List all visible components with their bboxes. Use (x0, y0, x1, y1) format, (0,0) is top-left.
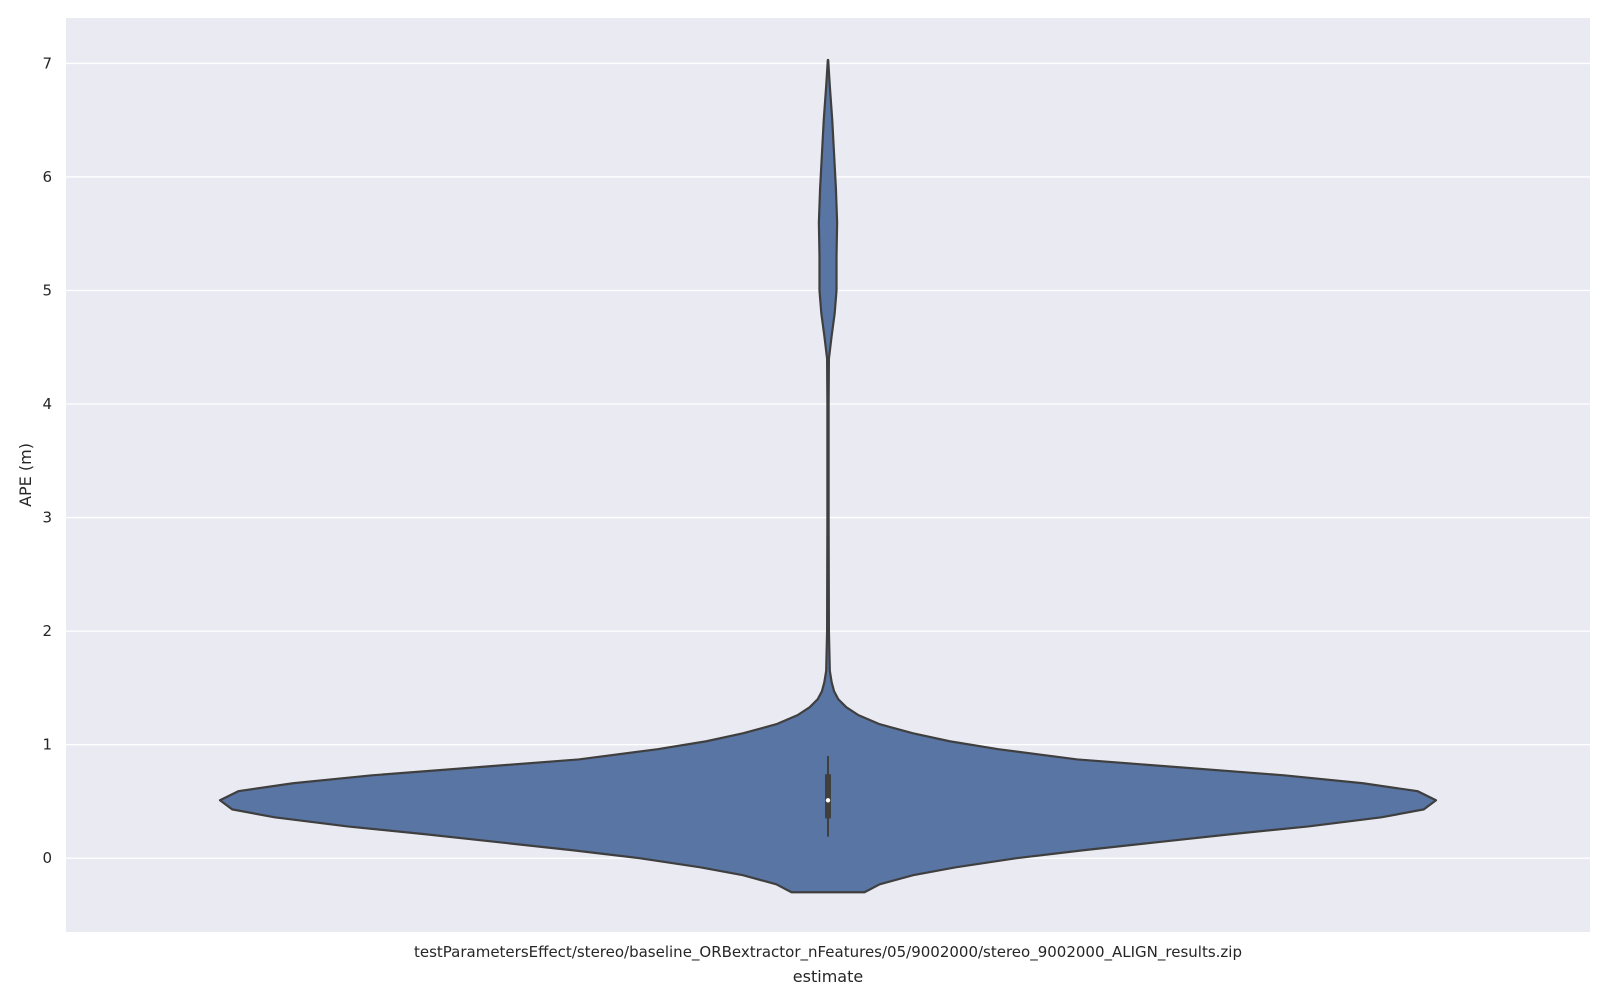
x-axis-label: estimate (793, 967, 863, 986)
violin-box (825, 774, 831, 819)
violin-layer (218, 58, 1438, 894)
y-tick-label: 5 (42, 281, 52, 299)
y-tick-label: 7 (42, 54, 52, 72)
y-tick-label: 3 (42, 509, 52, 527)
y-axis-label: APE (m) (16, 443, 35, 507)
violin-median (825, 798, 831, 803)
y-tick-label: 2 (42, 622, 52, 640)
y-tick-label: 4 (42, 395, 52, 413)
y-tick-label: 1 (42, 736, 52, 754)
x-tick-label: testParametersEffect/stereo/baseline_ORB… (414, 943, 1242, 962)
tick-layer: 0 1 2 3 4 5 6 7 (42, 54, 52, 867)
y-tick-label: 0 (42, 849, 52, 867)
y-tick-label: 6 (42, 168, 52, 186)
violin-body (218, 58, 1438, 894)
